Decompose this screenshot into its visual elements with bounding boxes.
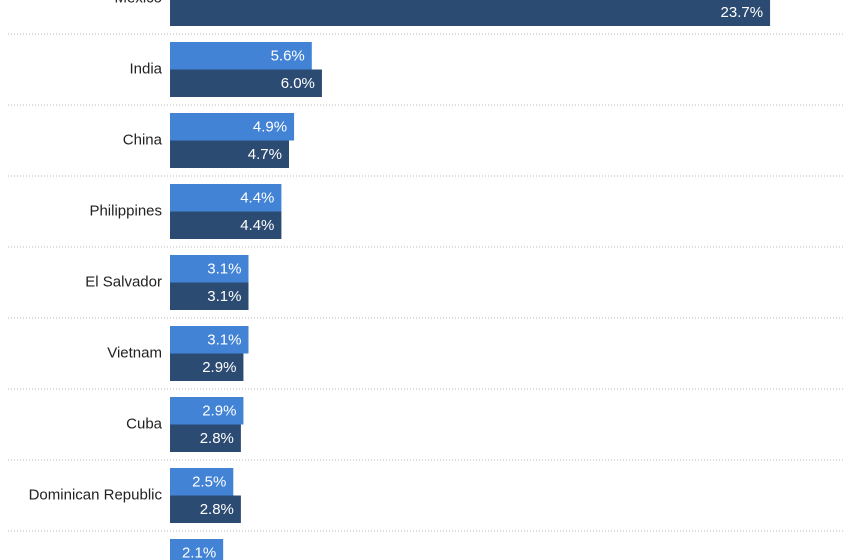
bar — [170, 211, 282, 239]
value-label: 3.1% — [207, 261, 241, 278]
value-label: 2.8% — [200, 430, 234, 447]
bar — [170, 468, 234, 496]
category-label: Cuba — [126, 415, 163, 432]
value-label: 2.9% — [202, 359, 236, 376]
value-label: 6.0% — [281, 75, 315, 92]
value-label: 2.8% — [200, 501, 234, 518]
value-label: 3.1% — [207, 288, 241, 305]
bar — [170, 282, 249, 310]
bar — [170, 539, 224, 560]
value-label: 4.9% — [253, 119, 287, 136]
bar — [170, 397, 244, 425]
value-label: 2.1% — [182, 545, 216, 560]
bar — [170, 113, 295, 141]
category-label: Vietnam — [107, 344, 162, 361]
value-label: 4.4% — [240, 190, 274, 207]
bar — [170, 69, 322, 97]
value-label: 2.5% — [192, 474, 226, 491]
bar — [170, 184, 282, 212]
bar — [170, 353, 244, 381]
bar — [170, 140, 290, 168]
category-label: India — [129, 60, 162, 77]
category-label: El Salvador — [85, 273, 162, 290]
value-label: 4.7% — [248, 146, 282, 163]
bar — [170, 255, 249, 283]
bar — [170, 495, 241, 523]
value-label: 23.7% — [721, 4, 764, 21]
value-label: 5.6% — [271, 48, 305, 65]
value-label: 2.9% — [202, 403, 236, 420]
category-label: Dominican Republic — [29, 486, 163, 503]
category-label: Philippines — [89, 202, 162, 219]
bar — [170, 424, 241, 452]
category-label: Mexico — [114, 0, 162, 6]
bar — [170, 326, 249, 354]
category-label: China — [123, 131, 163, 148]
bar — [170, 0, 771, 26]
value-label: 3.1% — [207, 332, 241, 349]
bar — [170, 42, 312, 70]
value-label: 4.4% — [240, 217, 274, 234]
